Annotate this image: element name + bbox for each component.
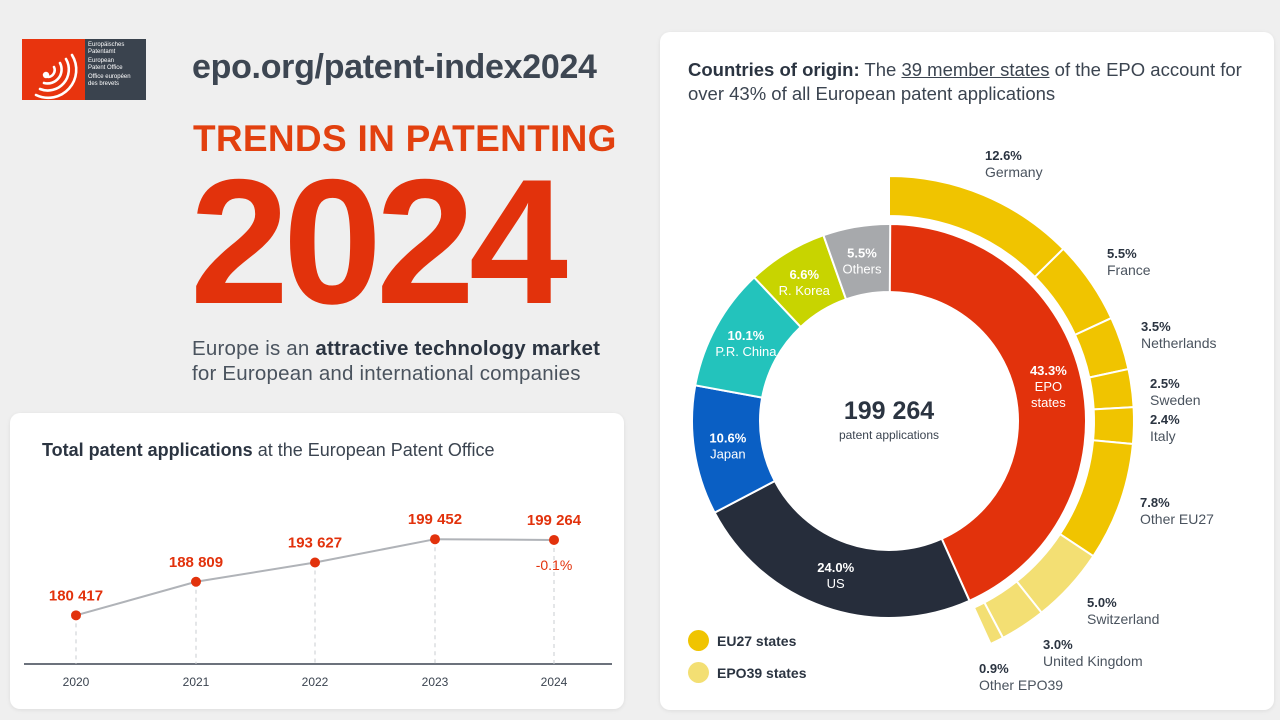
x-tick-label: 2023 — [422, 675, 449, 689]
donut-title-post: of the EPO account for over 43% of all E… — [688, 59, 1242, 104]
data-point — [71, 610, 81, 621]
data-label: 199 452 — [408, 511, 462, 528]
epo-logo: Europäisches Patentamt European Patent O… — [22, 39, 146, 100]
ring-name-label: Italy — [1150, 428, 1176, 444]
ring-value-label: 7.8% — [1140, 495, 1170, 510]
applications-line-chart-card: Total patent applications at the Europea… — [10, 413, 624, 709]
ring-name-label: France — [1107, 262, 1151, 278]
ring-value-label: 5.5% — [1107, 246, 1137, 261]
epo-logo-text: Europäisches Patentamt European Patent O… — [85, 39, 146, 100]
donut-slice — [888, 222, 1087, 603]
website-url: epo.org/patent-index2024 — [192, 48, 597, 86]
donut-slice — [822, 223, 892, 301]
slice-name-label: EPO — [1035, 379, 1062, 394]
ring-name-label: Other EPO39 — [979, 677, 1063, 693]
x-tick-label: 2021 — [183, 675, 210, 689]
x-tick-label: 2024 — [541, 675, 568, 689]
slice-name-label: Others — [842, 261, 882, 276]
legend-epo39-swatch — [688, 662, 709, 683]
data-label: 188 809 — [169, 554, 223, 571]
ring-value-label: 2.5% — [1150, 376, 1180, 391]
slice-name-label: Japan — [710, 446, 745, 461]
data-point — [191, 576, 201, 587]
legend-epo39: EPO39 states — [688, 662, 807, 683]
data-label: 193 627 — [288, 534, 342, 551]
legend-eu27-label: EU27 states — [717, 632, 797, 649]
subtitle-pre: Europe is an — [192, 337, 316, 360]
logo-line: Patentamt — [88, 49, 116, 55]
x-tick-label: 2020 — [63, 675, 90, 689]
logo-line: Europäisches — [88, 42, 125, 48]
logo-line: des brevets — [88, 81, 120, 87]
ring-name-label: Netherlands — [1141, 335, 1217, 351]
ring-value-label: 2.4% — [1150, 412, 1180, 427]
donut-title-pre: The — [859, 59, 902, 80]
member-states-link[interactable]: 39 member states — [901, 59, 1050, 80]
subtitle-post: for European and international companies — [192, 362, 581, 385]
subtitle-bold: attractive technology market — [315, 337, 601, 360]
slice-value-label: 6.6% — [789, 267, 819, 282]
ring-value-label: 0.9% — [979, 661, 1009, 676]
legend-eu27-swatch — [688, 630, 709, 651]
outer-ring-segment — [1088, 367, 1135, 411]
ring-name-label: Sweden — [1150, 392, 1201, 408]
line-chart: 180 417 2020 188 809 2021 193 627 2022 199 452… — [24, 511, 612, 689]
slice-name-label: R. Korea — [779, 283, 831, 298]
slice-value-label: 43.3% — [1030, 363, 1067, 378]
countries-donut-card: Countries of origin: The 39 member state… — [660, 32, 1274, 710]
ring-value-label: 12.6% — [985, 148, 1022, 163]
ring-name-label: Germany — [985, 164, 1043, 180]
data-point — [430, 534, 440, 545]
legend-epo39-label: EPO39 states — [717, 664, 807, 681]
slice-name-label: US — [827, 576, 845, 591]
ring-value-label: 3.5% — [1141, 319, 1171, 334]
slice-name-label: states — [1031, 395, 1066, 410]
logo-line: Office européen — [88, 74, 131, 80]
ring-name-label: Other EU27 — [1140, 511, 1214, 527]
slice-value-label: 24.0% — [817, 560, 854, 575]
donut-slice — [713, 479, 971, 619]
donut-title-bold: Countries of origin: — [688, 59, 860, 80]
epo-logo-mark-icon — [22, 39, 85, 100]
data-label: 199 264 — [527, 512, 582, 529]
trends-title: TRENDS IN PATENTING — [193, 118, 617, 159]
outer-ring-segment — [1092, 406, 1135, 446]
outer-ring-segment — [972, 601, 1005, 646]
line-chart-title: Total patent applications at the Europea… — [42, 440, 495, 461]
slice-value-label: 10.1% — [727, 328, 764, 343]
ring-value-label: 3.0% — [1043, 637, 1073, 652]
slice-value-label: 10.6% — [709, 430, 746, 445]
ring-name-label: United Kingdom — [1043, 653, 1143, 669]
x-tick-label: 2022 — [302, 675, 329, 689]
data-point — [549, 534, 559, 545]
center-total-label: patent applications — [839, 428, 939, 442]
subtitle: Europe is an attractive technology marke… — [192, 336, 600, 386]
legend-eu27: EU27 states — [688, 630, 796, 651]
year-title: 2024 — [190, 142, 568, 341]
donut-chart-title: Countries of origin: The 39 member state… — [688, 58, 1258, 106]
ring-value-label: 5.0% — [1087, 595, 1117, 610]
ring-name-label: Switzerland — [1087, 611, 1159, 627]
data-point — [310, 557, 320, 568]
slice-value-label: 5.5% — [847, 245, 877, 260]
center-total-value: 199 264 — [844, 397, 934, 425]
slice-name-label: P.R. China — [715, 344, 777, 359]
change-annotation: -0.1% — [536, 557, 573, 573]
data-label: 180 417 — [49, 587, 103, 604]
logo-line: Patent Office — [88, 65, 123, 71]
logo-line: European — [88, 58, 115, 64]
line-chart-title-rest: at the European Patent Office — [252, 440, 495, 460]
line-chart-title-bold: Total patent applications — [42, 440, 253, 460]
